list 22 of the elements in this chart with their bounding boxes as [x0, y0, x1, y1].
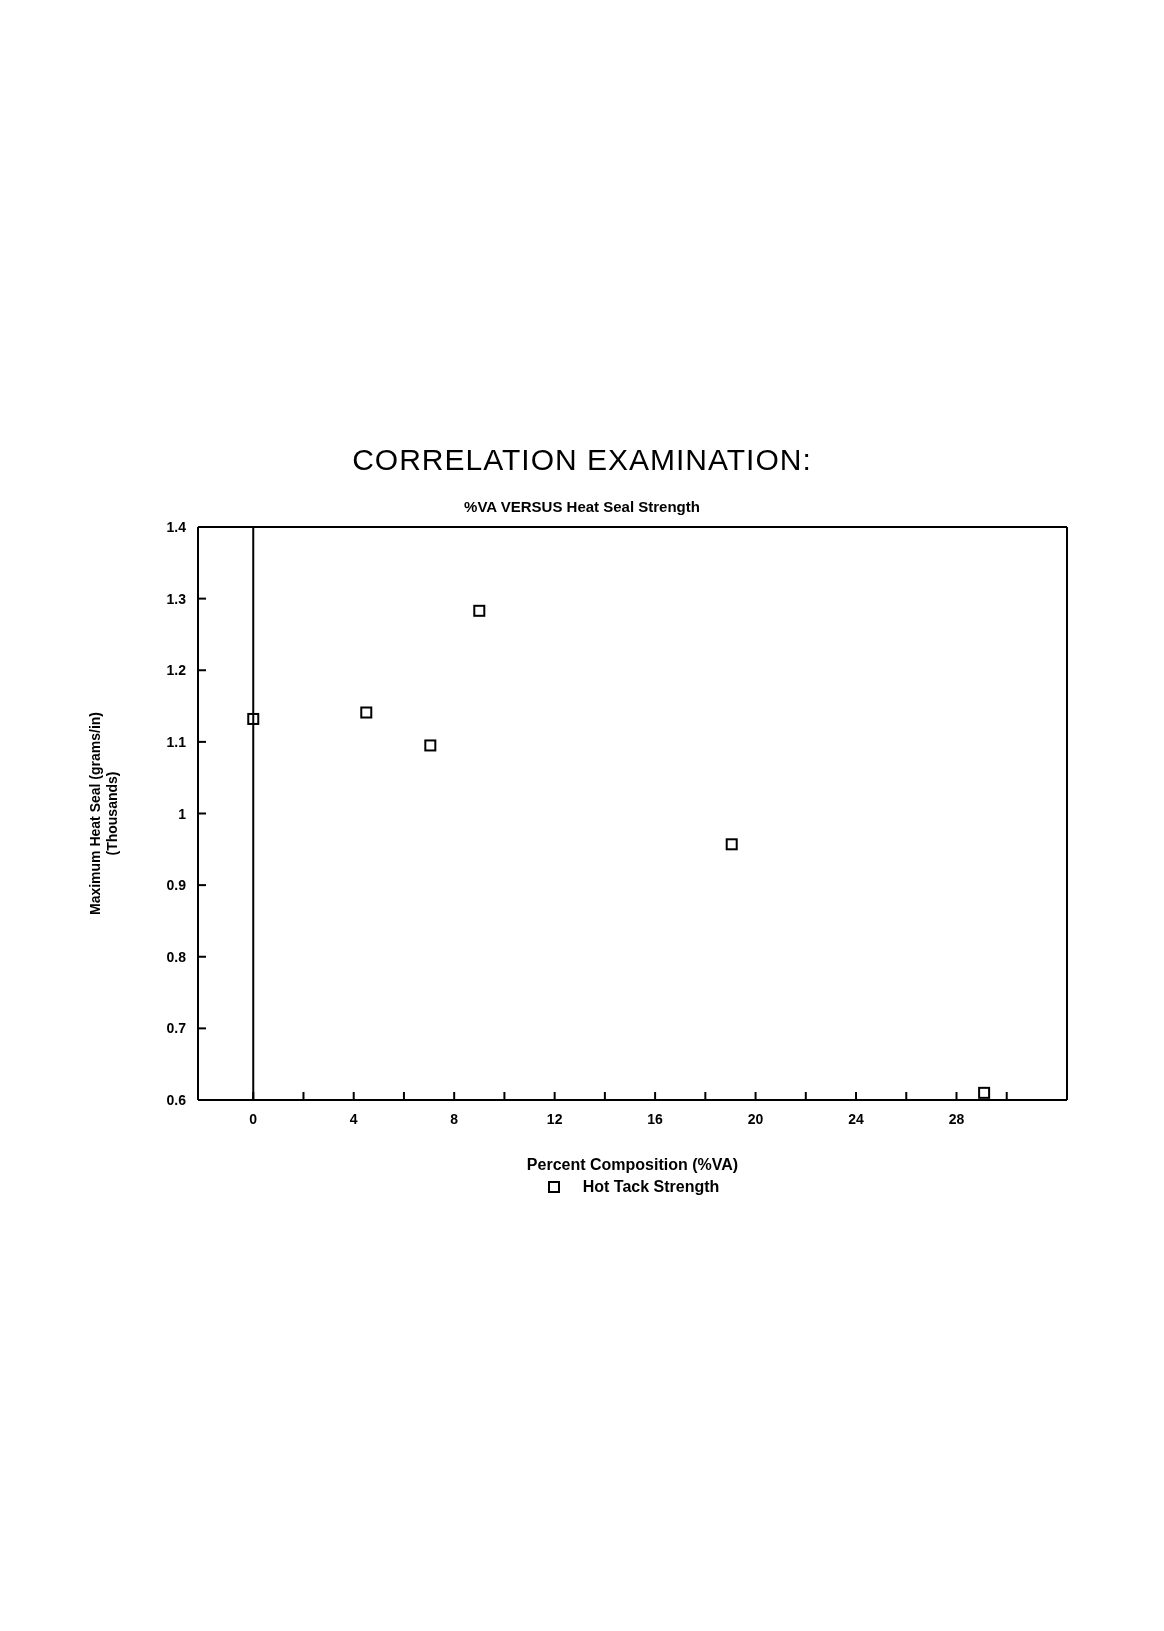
- x-tick-label: 28: [948, 1111, 965, 1127]
- x-tick-label: 12: [546, 1111, 563, 1127]
- y-tick-label: 1: [178, 805, 187, 822]
- chart-subtitle: %VA VERSUS Heat Seal Strength: [463, 498, 701, 515]
- x-tick-label: 0: [249, 1111, 258, 1127]
- y-tick-label: 1.2: [166, 662, 187, 679]
- y-tick-label: 0.9: [166, 877, 187, 894]
- y-axis-title: Maximum Heat Seal (grams/in) (Thousands): [87, 711, 120, 916]
- x-tick-label: 16: [647, 1111, 664, 1127]
- x-axis-title: Percent Composition (%VA): [526, 1156, 739, 1173]
- y-tick-label: 0.7: [166, 1020, 187, 1037]
- x-tick-label: 4: [349, 1111, 358, 1127]
- x-tick-label: 24: [848, 1111, 865, 1127]
- x-tick-label: 8: [450, 1111, 459, 1127]
- y-tick-label: 1.1: [166, 733, 187, 750]
- y-tick-label: 1.3: [166, 590, 187, 607]
- y-tick-label: 0.8: [166, 948, 187, 965]
- x-tick-label: 20: [747, 1111, 764, 1127]
- chart-title: CORRELATION EXAMINATION:: [351, 443, 813, 477]
- y-tick-label: 1.4: [166, 519, 187, 535]
- y-tick-label: 0.6: [166, 1092, 187, 1108]
- legend-label: Hot Tack Strength: [582, 1178, 720, 1196]
